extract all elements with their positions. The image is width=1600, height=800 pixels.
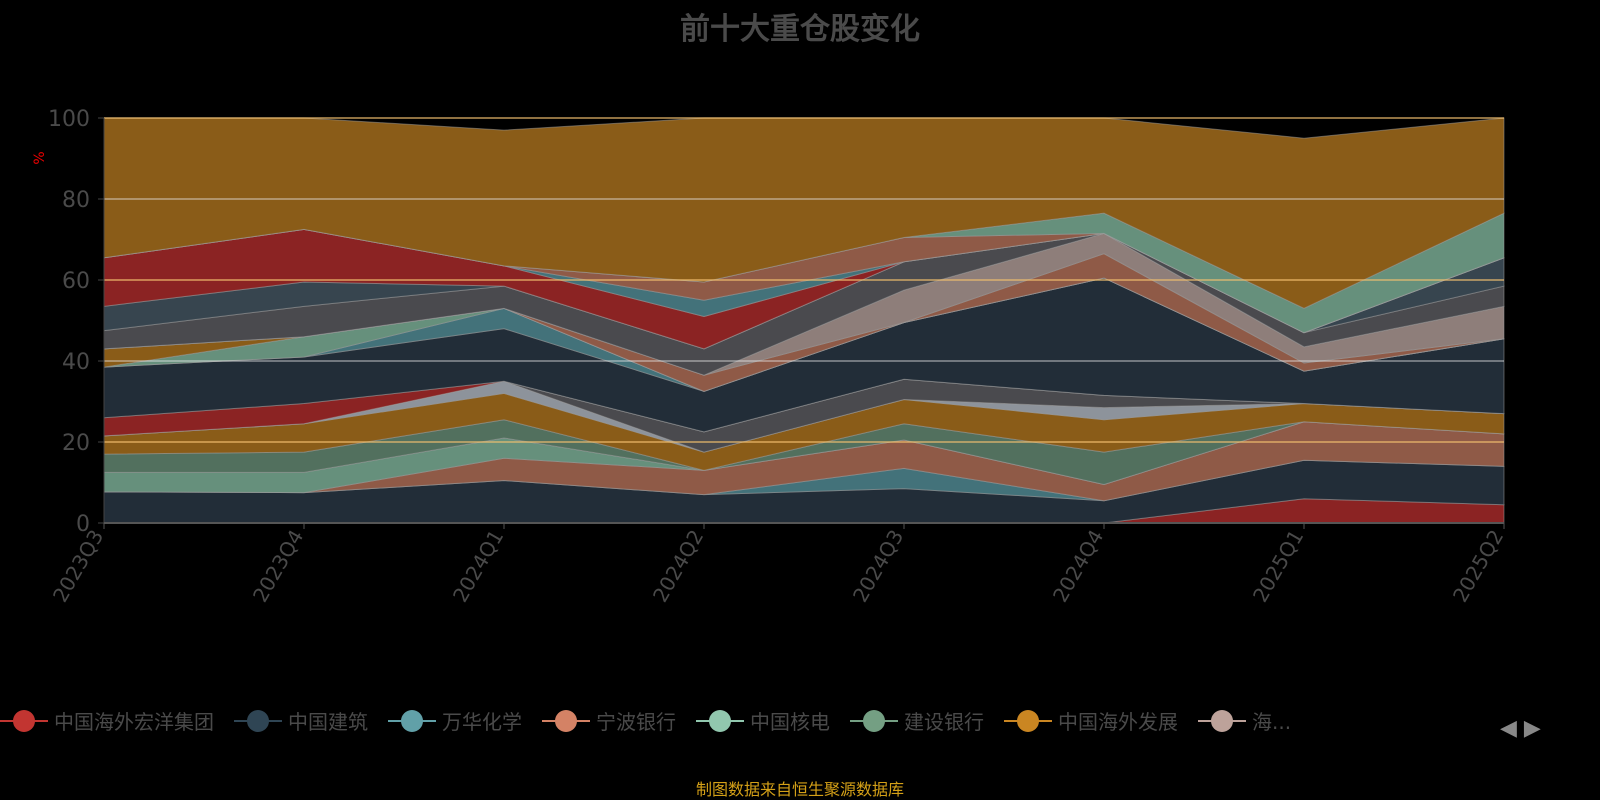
- legend-marker-icon: [1198, 709, 1246, 733]
- legend-label: 中国海外发展: [1058, 710, 1178, 734]
- legend: 中国海外宏洋集团 中国建筑 万华化学 宁波银行 中国核电 建设银行 中国海外发展 海...: [0, 706, 1560, 735]
- area-band-22: [103, 117, 1505, 309]
- y-tick-label: 100: [48, 107, 90, 132]
- stacked-area-chart: 0 20 40 60 80 100% 2023Q3 2023Q4 2024Q1 2024Q2 202…: [32, 107, 1508, 607]
- legend-item[interactable]: 宁波银行: [542, 706, 676, 735]
- legend-label: 建设银行: [904, 710, 984, 734]
- legend-item[interactable]: 万华化学: [388, 706, 522, 735]
- y-axis-label: %: [32, 151, 48, 164]
- legend-item[interactable]: 中国海外发展: [1004, 706, 1178, 735]
- legend-label: 中国海外宏洋集团: [54, 710, 214, 734]
- x-tick-label: 2023Q4: [248, 526, 308, 607]
- legend-marker-icon: [0, 709, 48, 733]
- x-tick-label: 2025Q1: [1248, 526, 1308, 607]
- legend-marker-icon: [1004, 709, 1052, 733]
- legend-label: 中国建筑: [288, 710, 368, 734]
- y-tick-label: 80: [62, 188, 90, 213]
- x-tick-label: 2024Q1: [448, 526, 508, 607]
- legend-label: 宁波银行: [596, 710, 676, 734]
- legend-label: 中国核电: [750, 710, 830, 734]
- legend-label: 海...: [1252, 710, 1292, 734]
- y-tick-label: 20: [62, 431, 90, 456]
- legend-item[interactable]: 海...: [1198, 706, 1291, 735]
- legend-label: 万华化学: [442, 710, 522, 734]
- data-source-note: 制图数据来自恒生聚源数据库: [695, 780, 904, 799]
- legend-item[interactable]: 中国建筑: [234, 706, 368, 735]
- x-tick-label: 2024Q4: [1048, 526, 1108, 607]
- chart-title: 前十大重仓股变化: [680, 12, 920, 47]
- y-tick-label: 40: [62, 350, 90, 375]
- legend-marker-icon: [542, 709, 590, 733]
- legend-marker-icon: [388, 709, 436, 733]
- legend-item[interactable]: 建设银行: [850, 706, 984, 735]
- y-tick-label: 0: [76, 512, 90, 537]
- legend-marker-icon: [696, 709, 744, 733]
- legend-item[interactable]: 中国海外宏洋集团: [0, 706, 214, 735]
- legend-marker-icon: [850, 709, 898, 733]
- legend-pager[interactable]: ◀ ▶: [1500, 716, 1541, 741]
- y-tick-label: 60: [62, 269, 90, 294]
- x-tick-label: 2025Q2: [1448, 526, 1508, 607]
- x-tick-label: 2024Q2: [648, 526, 708, 607]
- legend-item[interactable]: 中国核电: [696, 706, 830, 735]
- x-tick-label: 2023Q3: [48, 526, 108, 607]
- x-tick-label: 2024Q3: [848, 526, 908, 607]
- legend-marker-icon: [234, 709, 282, 733]
